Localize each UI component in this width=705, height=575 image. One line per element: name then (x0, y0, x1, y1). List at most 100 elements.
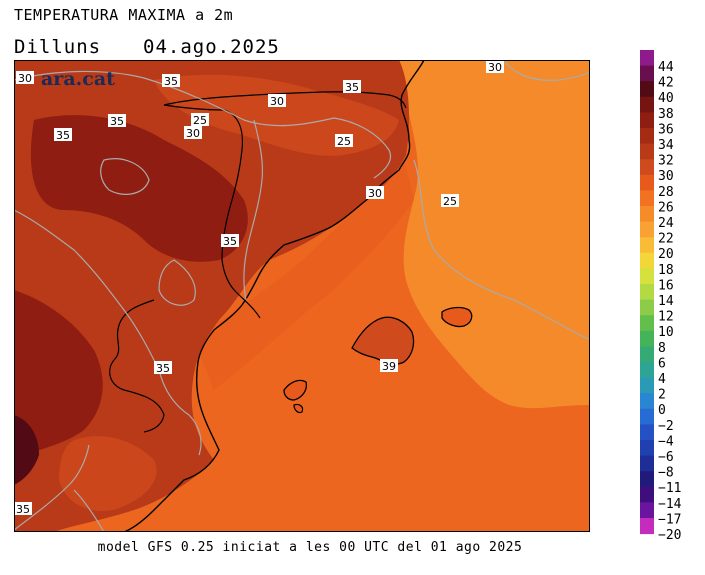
legend-label: 26 (658, 200, 674, 215)
isoline-label: 35 (343, 80, 361, 94)
legend-label: 22 (658, 232, 674, 247)
legend-label: −14 (658, 497, 682, 512)
legend-label: −2 (658, 419, 674, 434)
svg-text:30: 30 (368, 187, 382, 200)
isolines (14, 60, 590, 532)
legend-label: −11 (658, 481, 681, 496)
legend-swatch (640, 174, 654, 191)
french-border (163, 91, 407, 109)
isoline-label: 39 (380, 359, 398, 373)
svg-text:35: 35 (164, 75, 178, 88)
isoline-label: 30 (366, 186, 384, 200)
legend-swatch (640, 96, 654, 113)
svg-text:ara.cat: ara.cat (41, 68, 115, 90)
legend-swatch (640, 190, 654, 207)
legend-label: 28 (658, 185, 674, 200)
land-extreme-field (14, 415, 39, 485)
isoline-label: 30 (486, 60, 504, 74)
legend-label: 24 (658, 216, 674, 231)
svg-text:30: 30 (186, 127, 200, 140)
legend-label: 8 (658, 341, 666, 356)
model-footer: model GFS 0.25 iniciat a les 00 UTC del … (97, 540, 523, 555)
coastline (123, 60, 425, 532)
map-title: TEMPERATURA MAXIMA a 2m (14, 6, 234, 24)
svg-text:39: 39 (382, 360, 396, 373)
svg-text:25: 25 (337, 135, 351, 148)
isoline-label: 25 (191, 113, 209, 127)
legend-label: −6 (658, 450, 674, 465)
svg-text:30: 30 (488, 61, 502, 74)
isoline-label: 25 (441, 194, 459, 208)
land-warm-south (59, 436, 157, 511)
legend-label: 44 (658, 60, 674, 75)
svg-text:35: 35 (345, 81, 359, 94)
svg-text:35: 35 (223, 235, 237, 248)
legend-swatch (640, 408, 654, 425)
legend-swatch (640, 81, 654, 98)
svg-text:35: 35 (156, 362, 170, 375)
legend-label: −4 (658, 434, 674, 449)
legend-label: −20 (658, 528, 681, 543)
legend-swatch (640, 362, 654, 379)
araCat-logo: 30 ara.cat (16, 68, 115, 90)
land-very-hot-field-2 (14, 290, 103, 460)
legend-swatch (640, 268, 654, 285)
legend-swatch (640, 237, 654, 254)
isoline-label: 35 (54, 128, 72, 142)
svg-text:30: 30 (270, 95, 284, 108)
isoline-label: 35 (14, 502, 32, 516)
legend-label: 20 (658, 247, 674, 262)
legend-swatch (640, 518, 654, 535)
temperature-map: 35 30 35 25 30 35 30 25 30 25 35 35 (14, 60, 590, 532)
legend-label: 0 (658, 403, 666, 418)
svg-text:35: 35 (110, 115, 124, 128)
legend-swatch (640, 143, 654, 160)
legend-swatch (640, 502, 654, 519)
regional-border-south (109, 299, 165, 433)
legend-label: 40 (658, 91, 674, 106)
legend-label: 36 (658, 122, 674, 137)
legend-label: −17 (658, 512, 681, 527)
ibiza-island (283, 379, 308, 401)
legend-swatch (640, 440, 654, 457)
isoline-label: 35 (162, 74, 180, 88)
land-very-hot-field (30, 115, 248, 262)
legend-swatch (640, 424, 654, 441)
sea-mid-field (194, 160, 414, 390)
legend-label: 32 (658, 154, 674, 169)
legend-swatch (640, 50, 654, 67)
legend-label: 14 (658, 294, 674, 309)
legend-swatch (640, 284, 654, 301)
legend-swatch (640, 455, 654, 472)
legend-label: 18 (658, 263, 674, 278)
color-legend: 4442403836343230282624222018161412108642… (640, 50, 682, 543)
isoline-label: 35 (108, 114, 126, 128)
legend-swatch (640, 128, 654, 145)
legend-label: 34 (658, 138, 674, 153)
legend-swatch (640, 393, 654, 410)
isoline-label: 25 (335, 134, 353, 148)
legend-label: 2 (658, 388, 666, 403)
legend-swatch (640, 486, 654, 503)
legend-label: 4 (658, 372, 666, 387)
svg-text:35: 35 (56, 129, 70, 142)
svg-text:25: 25 (443, 195, 457, 208)
isoline-label: 35 (221, 234, 239, 248)
legend-swatch (640, 315, 654, 332)
legend-swatch (640, 159, 654, 176)
legend-label: 10 (658, 325, 674, 340)
svg-text:35: 35 (16, 503, 30, 516)
menorca-island (441, 306, 473, 328)
legend-label: −8 (658, 466, 674, 481)
legend-swatch (640, 252, 654, 269)
isoline-label: 35 (154, 361, 172, 375)
isoline-label: 30 (184, 126, 202, 140)
isoline-label: 30 (268, 94, 286, 108)
day-label: Dilluns (14, 36, 102, 58)
legend-swatch (640, 112, 654, 129)
mallorca-island (351, 316, 415, 365)
legend-swatch (640, 65, 654, 82)
legend-swatch (640, 299, 654, 316)
svg-text:25: 25 (193, 114, 207, 127)
legend-swatch (640, 330, 654, 347)
